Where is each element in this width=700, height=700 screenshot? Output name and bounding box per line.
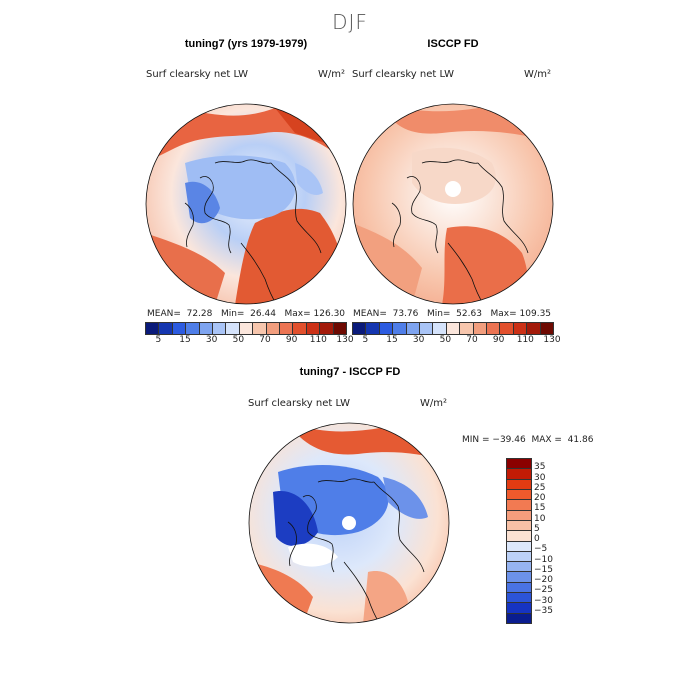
colorbar-tick-label: −30 — [534, 595, 553, 606]
colorbar-tick-label: 15 — [534, 503, 546, 514]
colorbar-tick-label: 30 — [205, 335, 218, 345]
panel-2-stats: MEAN= 73.76 Min= 52.63 Max= 109.35 — [353, 309, 552, 319]
colorbar-tick-label: −5 — [534, 544, 548, 555]
panel-2-units: W/m² — [524, 69, 552, 80]
panel-3-units: W/m² — [420, 398, 448, 409]
colorbar-tick-label: 50 — [439, 335, 452, 345]
panel-1-units: W/m² — [318, 69, 346, 80]
colorbar-swatch — [406, 323, 421, 334]
colorbar-tick-label: −35 — [534, 605, 553, 616]
colorbar-swatch — [393, 323, 407, 334]
colorbar-swatch — [253, 323, 267, 334]
colorbar-swatch — [507, 469, 531, 480]
colorbar-swatch — [507, 603, 531, 614]
colorbar-swatch — [293, 323, 307, 334]
panel-2-variable: Surf clearsky net LW — [352, 69, 455, 80]
colorbar-swatch — [507, 582, 531, 594]
panel-2-colorbar — [352, 322, 554, 335]
colorbar-swatch — [507, 500, 531, 511]
colorbar-swatch — [333, 323, 347, 334]
panel-2-map — [352, 103, 554, 305]
colorbar-swatch — [172, 323, 187, 334]
panel-3-colorbar-ticks: 35 30 25 20 15 10 5 0 −5 −10 −15 −20 −25 −30 −35 — [534, 458, 574, 622]
colorbar-tick-label: 5 — [155, 335, 162, 345]
colorbar-swatch — [446, 323, 461, 334]
colorbar-tick-label: 30 — [412, 335, 425, 345]
panel-3-title: tuning7 - ISCCP FD — [299, 366, 401, 378]
colorbar-swatch — [513, 323, 528, 334]
colorbar-tick-label: 110 — [516, 335, 534, 345]
panel-2-colorbar-ticks: 5 15 30 50 70 90 110 130 — [352, 335, 560, 347]
colorbar-swatch — [473, 323, 488, 334]
colorbar-swatch — [507, 520, 531, 532]
panel-3-map — [248, 422, 450, 624]
colorbar-tick-label: 0 — [534, 534, 540, 544]
panel-1-variable: Surf clearsky net LW — [146, 69, 249, 80]
colorbar-swatch — [507, 541, 531, 552]
colorbar-swatch — [433, 323, 447, 334]
figure-title: DJF — [332, 10, 368, 34]
colorbar-tick-label: 15 — [386, 335, 398, 345]
colorbar-swatch — [500, 323, 514, 334]
colorbar-swatch — [487, 323, 501, 334]
colorbar-swatch — [507, 479, 531, 490]
colorbar-swatch — [507, 562, 531, 573]
colorbar-swatch — [146, 323, 160, 334]
colorbar-tick-label: 5 — [534, 523, 540, 534]
colorbar-tick-label: −15 — [534, 564, 553, 575]
colorbar-tick-label: 130 — [543, 335, 561, 345]
panel-3-stats: MIN = −39.46 MAX = 41.86 — [462, 435, 594, 445]
colorbar-tick-label: 70 — [259, 335, 271, 345]
panel-1-colorbar-ticks: 5 15 30 50 70 90 110 130 — [145, 335, 353, 347]
colorbar-tick-label: −10 — [534, 554, 553, 565]
colorbar-swatch — [280, 323, 294, 334]
colorbar-swatch — [420, 323, 434, 334]
colorbar-tick-label: 5 — [362, 335, 369, 345]
colorbar-tick-label: −20 — [534, 575, 553, 585]
colorbar-tick-label: 30 — [534, 472, 546, 483]
colorbar-swatch — [379, 323, 394, 334]
colorbar-swatch — [186, 323, 200, 334]
colorbar-swatch — [540, 323, 554, 334]
colorbar-tick-label: 35 — [534, 462, 546, 473]
colorbar-tick-label: 50 — [232, 335, 245, 345]
colorbar-tick-label: −25 — [534, 585, 553, 596]
colorbar-swatch — [320, 323, 334, 334]
colorbar-tick-label: 70 — [466, 335, 478, 345]
colorbar-swatch — [507, 613, 531, 623]
colorbar-swatch — [199, 323, 214, 334]
colorbar-tick-label: 110 — [309, 335, 327, 345]
colorbar-swatch — [507, 551, 531, 563]
colorbar-swatch — [507, 531, 531, 542]
panel-1-map — [145, 103, 347, 305]
colorbar-swatch — [226, 323, 240, 334]
panel-3-colorbar — [506, 458, 532, 624]
colorbar-swatch — [306, 323, 321, 334]
colorbar-tick-label: 25 — [534, 482, 546, 493]
colorbar-swatch — [366, 323, 380, 334]
panel-1-stats: MEAN= 72.28 Min= 26.44 Max= 126.30 — [147, 309, 346, 319]
colorbar-tick-label: 15 — [179, 335, 191, 345]
colorbar-swatch — [460, 323, 474, 334]
colorbar-swatch — [527, 323, 541, 334]
colorbar-swatch — [353, 323, 367, 334]
colorbar-swatch — [213, 323, 227, 334]
colorbar-tick-label: 130 — [336, 335, 354, 345]
colorbar-swatch — [239, 323, 254, 334]
panel-2-title: ISCCP FD — [427, 38, 479, 50]
panel-1-title: tuning7 (yrs 1979-1979) — [184, 38, 308, 50]
colorbar-swatch — [159, 323, 173, 334]
panel-1-colorbar — [145, 322, 347, 335]
colorbar-swatch — [507, 510, 531, 521]
colorbar-tick-label: 10 — [534, 513, 546, 524]
colorbar-swatch — [266, 323, 281, 334]
colorbar-swatch — [507, 572, 531, 583]
colorbar-tick-label: 20 — [534, 493, 546, 503]
colorbar-swatch — [507, 459, 531, 470]
panel-3-variable: Surf clearsky net LW — [248, 398, 351, 409]
colorbar-swatch — [507, 593, 531, 604]
colorbar-tick-label: 90 — [492, 335, 505, 345]
colorbar-tick-label: 90 — [285, 335, 298, 345]
colorbar-swatch — [507, 489, 531, 501]
